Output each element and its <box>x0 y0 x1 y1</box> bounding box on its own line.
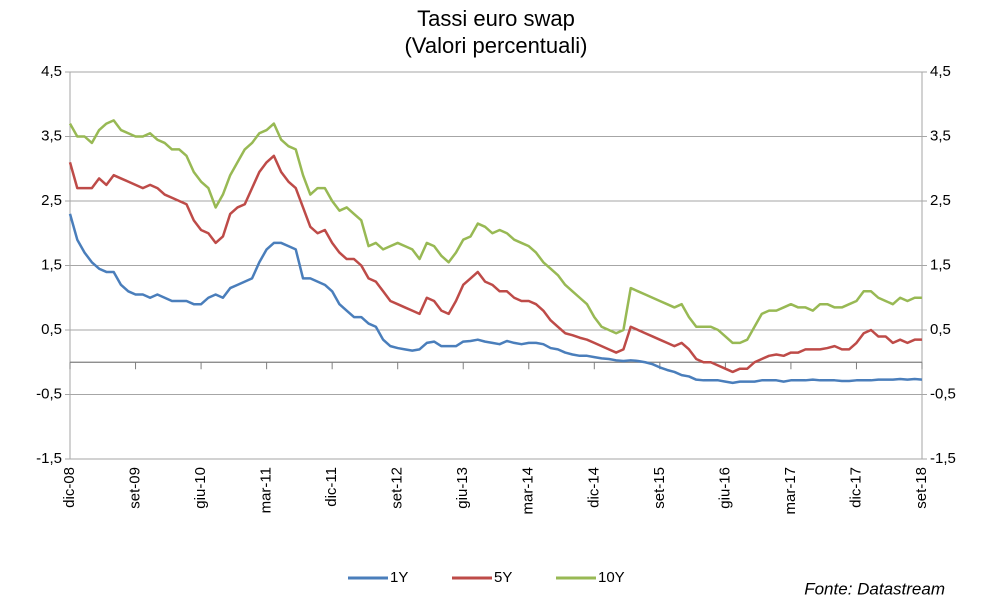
x-tick-label: set-18 <box>913 467 930 509</box>
y2-tick-label: -1,5 <box>930 450 956 467</box>
x-tick-label: set-12 <box>389 467 406 509</box>
y-tick-label: 1,5 <box>41 256 62 273</box>
x-tick-label: mar-17 <box>782 467 799 515</box>
y-tick-label: -0,5 <box>36 385 62 402</box>
y-tick-label: 3,5 <box>41 127 62 144</box>
y2-tick-label: 3,5 <box>930 127 951 144</box>
series-line <box>68 119 922 345</box>
x-tick-label: mar-14 <box>520 467 537 515</box>
x-tick-label: mar-11 <box>258 467 275 513</box>
y2-tick-label: -0,5 <box>930 385 956 402</box>
chart-subtitle: (Valori percentuali) <box>404 33 587 58</box>
y-tick-label: 4,5 <box>41 63 62 80</box>
x-tick-label: dic-14 <box>585 467 602 508</box>
x-tick-label: giu-10 <box>192 467 209 509</box>
series-line <box>68 154 922 374</box>
series-line <box>68 213 923 385</box>
x-tick-label: dic-17 <box>847 467 864 508</box>
x-tick-label: dic-11 <box>323 467 340 507</box>
x-tick-label: set-09 <box>127 467 144 509</box>
y-tick-label: 2,5 <box>41 192 62 209</box>
x-tick-label: set-15 <box>651 467 668 509</box>
chart-title: Tassi euro swap <box>417 6 575 31</box>
y2-tick-label: 2,5 <box>930 192 951 209</box>
y2-tick-label: 1,5 <box>930 256 951 273</box>
source-note: Fonte: Datastream <box>804 579 945 598</box>
y2-tick-label: 4,5 <box>930 63 951 80</box>
legend-label: 5Y <box>494 569 512 586</box>
y-tick-label: -1,5 <box>36 450 62 467</box>
x-tick-label: giu-16 <box>716 467 733 509</box>
y2-tick-label: 0,5 <box>930 321 951 338</box>
legend-label: 1Y <box>390 569 408 586</box>
x-tick-label: giu-13 <box>454 467 471 509</box>
x-tick-label: dic-08 <box>61 467 78 508</box>
y-tick-label: 0,5 <box>41 321 62 338</box>
legend-label: 10Y <box>598 569 625 586</box>
